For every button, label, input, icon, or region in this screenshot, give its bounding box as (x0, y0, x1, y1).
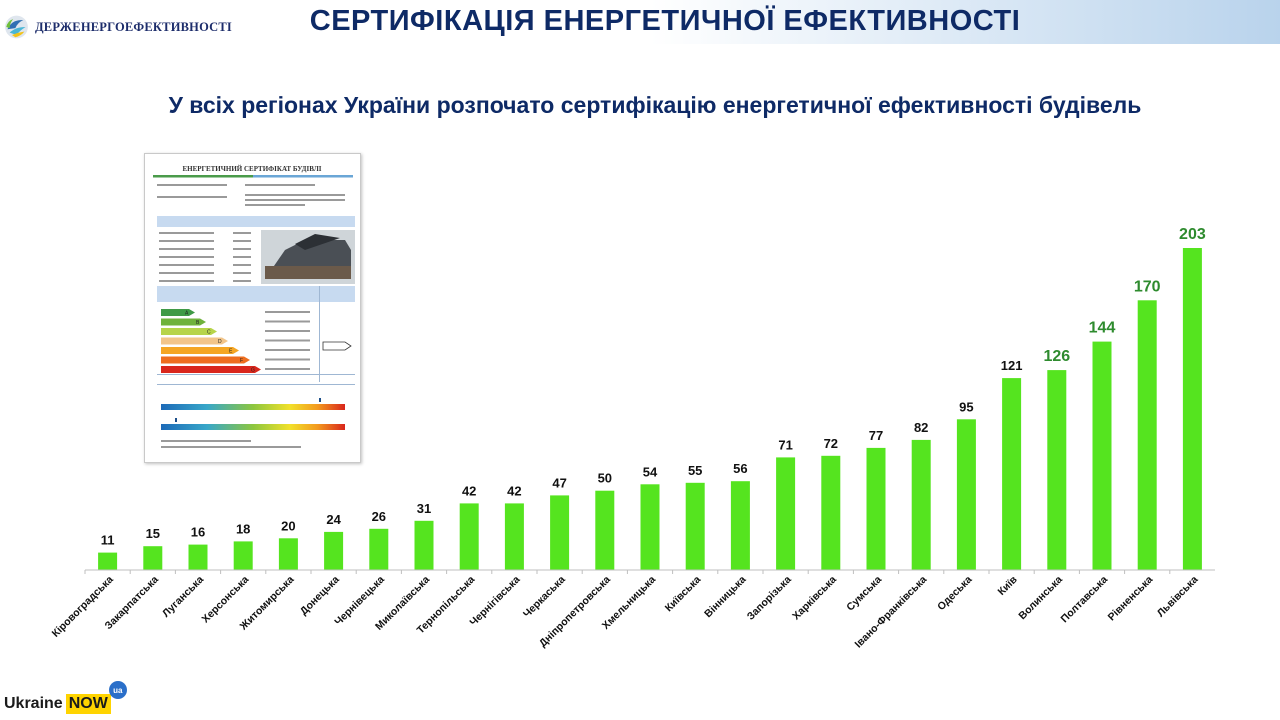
org-name: ДЕРЖЕНЕРГОЕФЕКТИВНОСТІ (35, 19, 232, 34)
certificate-scale-letter: C (207, 330, 211, 336)
certificate-scale-letter: G (251, 368, 255, 374)
bar-value-label: 203 (1179, 226, 1206, 243)
bar-value-label: 20 (281, 518, 295, 533)
certificate-scale-arrow (161, 356, 250, 364)
bar-4 (278, 538, 298, 570)
bar-5 (324, 531, 344, 570)
certificate-scale-letter: B (196, 320, 200, 326)
bar-value-label: 126 (1043, 348, 1070, 365)
bar-value-label: 42 (462, 483, 476, 498)
bar-19 (956, 419, 976, 570)
x-tick-label: Київська (663, 574, 704, 615)
x-tick-label: Волинська (1016, 574, 1065, 623)
x-tick-label: Рівненська (1106, 574, 1156, 624)
bar-value-label: 121 (1001, 358, 1023, 373)
ukraine-now-word: Ukraine (4, 695, 63, 712)
bar-15 (776, 457, 796, 570)
bar-21 (1047, 370, 1067, 570)
bar-value-label: 24 (326, 512, 341, 527)
bar-value-label: 71 (778, 437, 792, 452)
certificate-scale-arrow (161, 309, 195, 316)
bar-10 (550, 495, 570, 570)
certificate-drawing: ЕНЕРГЕТИЧНИЙ СЕРТИФІКАТ БУДІВЛІ A B C D E F G (153, 165, 355, 448)
bar-1 (143, 546, 163, 570)
certificate-title: ЕНЕРГЕТИЧНИЙ СЕРТИФІКАТ БУДІВЛІ (182, 165, 321, 173)
bar-12 (640, 484, 660, 570)
bar-value-label: 42 (507, 483, 521, 498)
ukraine-now-text: NOW (68, 695, 108, 712)
bar-7 (414, 520, 434, 570)
x-tick-label: Одеська (935, 574, 974, 613)
x-tick-label: Сумська (844, 574, 884, 614)
bar-20 (1002, 378, 1022, 570)
bar-value-label: 18 (236, 521, 250, 536)
bar-3 (233, 541, 253, 570)
certificate-scale-letter: D (218, 339, 222, 345)
bar-23 (1137, 300, 1157, 570)
x-tick-label: Луганська (160, 574, 206, 620)
bar-13 (685, 482, 705, 570)
bar-18 (911, 439, 931, 570)
certificate-scale-arrow (161, 318, 206, 326)
bar-14 (730, 481, 750, 570)
certificate-scale-letter: A (185, 311, 189, 317)
x-tick-label: Київ (995, 573, 1020, 598)
bar-value-label: 170 (1134, 278, 1161, 295)
bar-value-label: 77 (869, 428, 883, 443)
bar-value-label: 31 (417, 501, 431, 516)
certificate-scale-letter: F (240, 358, 243, 364)
x-tick-label: Донецька (298, 574, 342, 618)
bar-value-label: 50 (598, 471, 612, 486)
bar-6 (369, 528, 389, 570)
bar-22 (1092, 341, 1112, 570)
bar-value-label: 54 (643, 464, 658, 479)
x-tick-label: Кіровоградська (50, 574, 116, 640)
x-tick-label: Черкаська (521, 574, 568, 621)
org-emblem-icon (5, 15, 28, 39)
bar-value-label: 72 (824, 436, 838, 451)
x-tick-label: Львівська (1155, 574, 1201, 620)
bar-value-label: 11 (101, 533, 115, 548)
x-tick-label: Харківська (790, 574, 839, 623)
bar-value-label: 82 (914, 420, 928, 435)
certificate-scale-arrow (161, 366, 261, 373)
energy-certificate-image: ЕНЕРГЕТИЧНИЙ СЕРТИФІКАТ БУДІВЛІ A B C D E F G (144, 153, 361, 463)
certificate-scale-arrow (161, 347, 239, 354)
bar-value-label: 56 (733, 461, 747, 476)
page-title: СЕРТИФІКАЦІЯ ЕНЕРГЕТИЧНОЇ ЕФЕКТИВНОСТІ (309, 5, 1021, 37)
bar-value-label: 95 (959, 399, 973, 414)
bar-value-label: 144 (1089, 320, 1116, 337)
x-tick-label: Полтавська (1059, 574, 1111, 626)
bar-8 (459, 503, 479, 570)
bar-11 (595, 490, 615, 570)
x-tick-label: Запорізька (745, 574, 794, 623)
ukraine-now-logo: Ukraine NOW ua (4, 681, 134, 720)
certificate-scale-letter: E (229, 349, 233, 355)
x-tick-label: Вінницька (702, 574, 749, 621)
bar-value-label: 47 (552, 475, 566, 490)
bar-value-label: 26 (372, 509, 386, 524)
page-subtitle: У всіх регіонах України розпочато сертиф… (168, 92, 1142, 118)
bar-0 (98, 552, 118, 570)
bar-17 (866, 447, 886, 570)
ukraine-now-badge: NOW ua (65, 681, 127, 714)
bar-value-label: 55 (688, 463, 702, 478)
header-band (230, 0, 1280, 44)
ua-badge: ua (108, 681, 127, 699)
bar-2 (188, 544, 208, 570)
bar-value-label: 15 (146, 526, 160, 541)
certificate-scale-arrow (161, 337, 228, 345)
certificate-scale-arrow (161, 328, 217, 335)
org-logo: ДЕРЖЕНЕРГОЕФЕКТИВНОСТІ (4, 4, 232, 50)
bar-value-label: 16 (191, 525, 205, 540)
bar-24 (1182, 248, 1202, 570)
bar-9 (504, 503, 524, 570)
bar-16 (821, 455, 841, 570)
